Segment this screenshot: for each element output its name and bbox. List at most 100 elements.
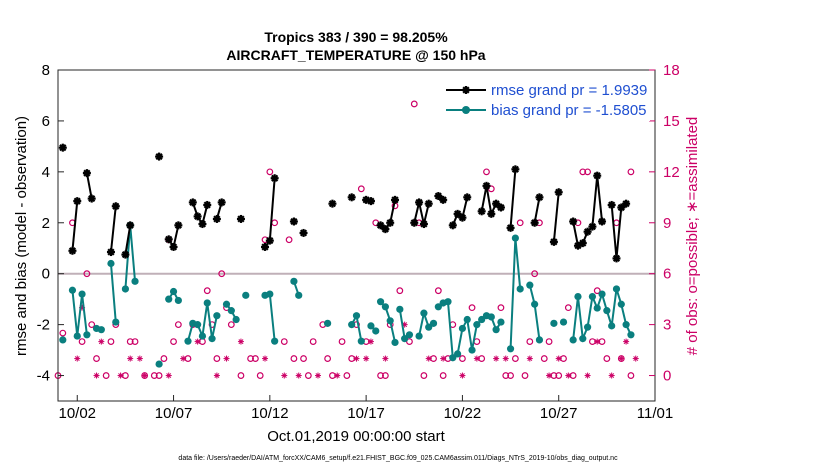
legend-rmse-label: rmse grand pr = 1.9939 <box>491 82 647 99</box>
bias-point <box>627 331 635 339</box>
obs-possible-point <box>227 321 235 329</box>
obs-possible-point <box>627 168 635 176</box>
bias-point <box>68 286 77 294</box>
rmse-line-segment <box>552 192 560 242</box>
y2-tick-label: 12 <box>663 164 680 181</box>
bias-point <box>497 318 505 326</box>
bias-point <box>184 337 192 345</box>
obs-possible-point <box>280 338 288 345</box>
rmse-point <box>193 212 202 221</box>
obs-assimilated-point <box>180 355 187 362</box>
bias-point <box>386 317 394 325</box>
bias-point <box>174 296 182 305</box>
rmse-line-segment <box>85 172 93 199</box>
rmse-point <box>511 165 520 174</box>
obs-assimilated-point <box>632 355 639 362</box>
obs-assimilated-point <box>502 355 509 362</box>
obs-assimilated-point <box>594 338 601 345</box>
obs-assimilated-point <box>223 355 230 362</box>
bias-point <box>131 277 139 285</box>
obs-possible-point <box>309 338 317 345</box>
bias-point <box>227 307 235 315</box>
rmse-point <box>155 152 164 161</box>
obs-assimilated-point <box>295 372 302 379</box>
obs-assimilated-point <box>213 372 220 379</box>
x-tick-label: 10/07 <box>155 405 193 422</box>
rmse-point <box>607 200 616 209</box>
rmse-point <box>121 250 130 259</box>
bias-point <box>492 326 500 334</box>
obs-possible-point <box>396 287 404 295</box>
bias-point <box>449 354 457 362</box>
obs-possible-point <box>343 372 351 379</box>
legend-rmse-asterisk <box>462 86 470 94</box>
rmse-point <box>188 198 197 207</box>
rmse-point <box>588 222 597 231</box>
y2-tick-label: 3 <box>663 317 671 334</box>
obs-possible-point <box>497 304 505 312</box>
rmse-point <box>73 197 82 206</box>
obs-possible-point <box>300 355 307 362</box>
obs-possible-point <box>381 372 389 379</box>
rmse-point <box>58 143 67 152</box>
obs-assimilated-point <box>608 372 615 379</box>
obs-possible-point <box>564 304 572 312</box>
y2-tick-label: 9 <box>663 215 671 232</box>
rmse-point <box>410 218 419 227</box>
legend-rmse-marker <box>462 86 470 94</box>
x-tick-label: 11/01 <box>637 405 673 422</box>
obs-possible-point <box>526 338 534 345</box>
obs-possible-point <box>521 372 529 379</box>
obs-possible-point <box>377 372 384 379</box>
bias-point <box>598 290 606 298</box>
obs-assimilated-point <box>136 355 143 362</box>
bias-point <box>444 298 452 306</box>
rmse-point <box>448 221 457 230</box>
bias-point <box>420 309 428 317</box>
bias-point <box>121 285 130 293</box>
obs-assimilated-point <box>425 355 432 362</box>
rmse-point <box>439 195 448 204</box>
bias-point <box>391 338 399 347</box>
bias-point <box>222 300 231 308</box>
obs-assimilated-point <box>98 338 105 345</box>
rmse-point <box>419 220 428 229</box>
rmse-line-segment <box>109 206 117 253</box>
bias-point <box>155 360 163 368</box>
obs-possible-point <box>483 168 490 176</box>
y-tick-label: -2 <box>37 317 50 334</box>
x-tick-label: 10/12 <box>251 405 289 422</box>
rmse-point <box>415 198 424 207</box>
rmse-point <box>535 193 544 202</box>
obs-possible-point <box>531 270 539 278</box>
obs-possible-point <box>304 372 312 379</box>
rmse-point <box>492 199 501 208</box>
y-tick-label: 4 <box>42 164 50 181</box>
obs-possible-point <box>324 355 332 362</box>
obs-possible-point <box>603 355 611 362</box>
bias-point <box>194 321 202 329</box>
obs-possible-point <box>78 338 86 345</box>
bias-point <box>352 312 361 320</box>
obs-possible-point <box>627 372 635 379</box>
obs-possible-point <box>468 304 476 312</box>
x-tick-label: 10/27 <box>540 405 578 422</box>
rmse-point <box>583 227 592 236</box>
obs-assimilated-point <box>353 355 360 362</box>
bias-line-segment <box>109 263 117 323</box>
rmse-point <box>169 242 178 251</box>
obs-assimilated-point <box>74 355 81 362</box>
rmse-point <box>174 221 183 230</box>
obs-possible-point <box>83 270 91 278</box>
y-axis-label: rmse and bias (model - observation) <box>13 116 30 356</box>
rmse-point <box>463 193 472 202</box>
bias-point <box>271 337 279 345</box>
obs-possible-point <box>555 372 563 379</box>
chart-title: Tropics 383 / 390 = 98.205% <box>264 29 448 45</box>
bias-point <box>367 322 375 330</box>
bias-point <box>381 303 389 311</box>
obs-possible-point <box>126 338 134 345</box>
obs-possible-point <box>579 168 587 176</box>
bias-point <box>290 277 298 285</box>
